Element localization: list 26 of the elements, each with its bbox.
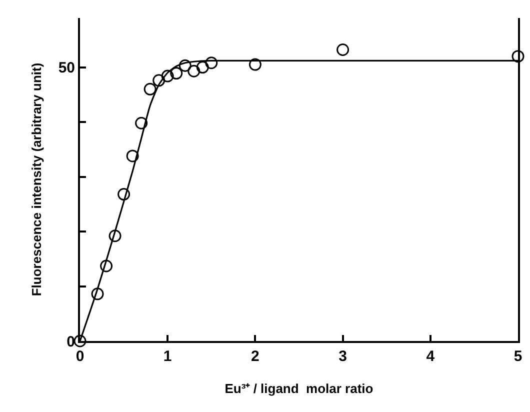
x-axis-title: Eu³⁺ / ligand molar ratio xyxy=(224,381,374,396)
point xyxy=(178,59,192,72)
point xyxy=(108,230,122,242)
point xyxy=(205,56,218,70)
point xyxy=(100,260,113,272)
x-tick-label: 1 xyxy=(163,348,172,365)
point xyxy=(126,150,139,162)
x-tick-label: 2 xyxy=(251,348,260,365)
x-tick-label: 3 xyxy=(338,348,347,365)
x-tick-label: 4 xyxy=(426,348,436,365)
point xyxy=(161,70,174,82)
point xyxy=(152,74,166,87)
y-tick-label: 50 xyxy=(58,60,75,77)
point xyxy=(170,67,183,80)
y-axis-title: Fluorescence intensity (arbitrary unit) xyxy=(28,62,44,296)
point xyxy=(118,188,130,201)
point xyxy=(135,116,148,130)
x-tick-label: 5 xyxy=(514,348,522,365)
point xyxy=(144,82,156,96)
point xyxy=(248,58,262,71)
point xyxy=(512,50,524,63)
point xyxy=(196,61,209,74)
point xyxy=(336,44,350,56)
point xyxy=(188,64,200,78)
point xyxy=(74,334,86,348)
point xyxy=(91,288,104,300)
